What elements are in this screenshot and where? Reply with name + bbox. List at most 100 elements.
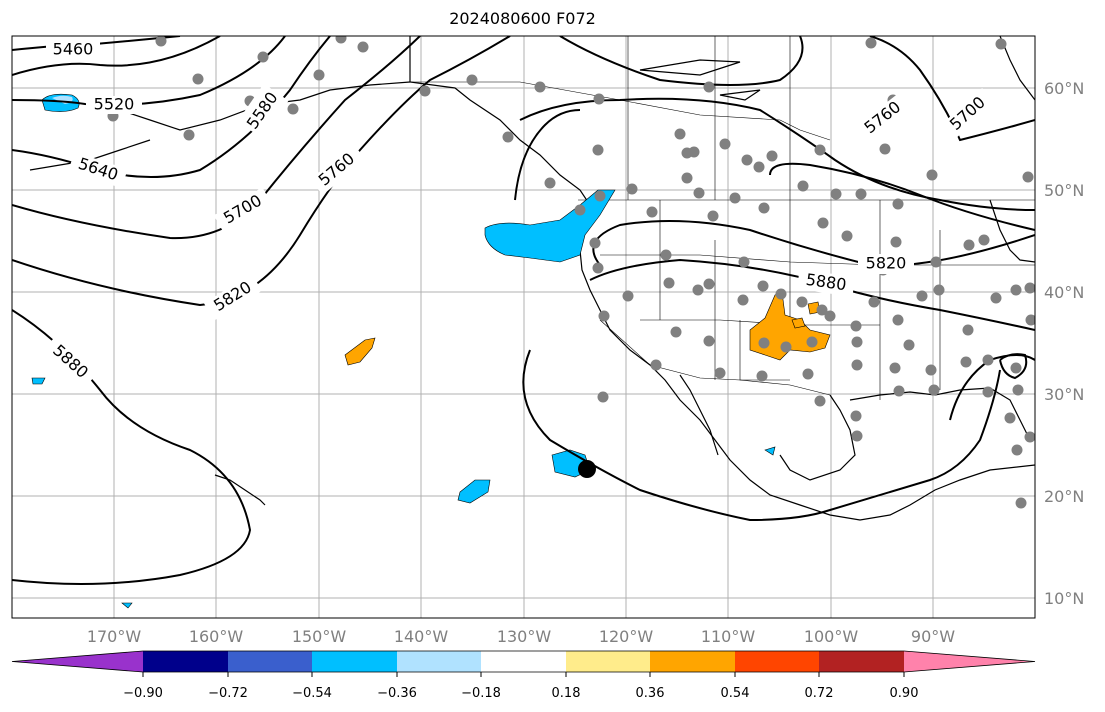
station-dot [930,256,942,268]
station-dot [703,335,715,347]
station-dot [903,339,915,351]
station-dot [925,364,937,376]
station-dot [1024,282,1035,294]
station-dot [692,284,704,296]
station-dot [865,37,877,49]
station-dot [962,324,974,336]
station-dot [960,356,972,368]
lon-label: 120°W [599,627,654,646]
station-dot [155,36,167,47]
station-dot [646,206,658,218]
station-dot [850,320,862,332]
station-dot [1011,444,1023,456]
station-dot [892,198,904,210]
station-dot [589,237,601,249]
station-dot [594,190,606,202]
station-dot [879,143,891,155]
station-dot [674,128,686,140]
lon-label: 130°W [497,627,552,646]
station-dot [1010,362,1022,374]
station-dot [766,150,778,162]
station-dot [850,410,862,422]
map-title: 2024080600 F072 [449,9,596,28]
colorbar-swatch [143,651,228,672]
station-dot [780,341,792,353]
station-dot [729,192,741,204]
colorbar-tick-label: −0.72 [208,686,248,701]
station-dot [663,277,675,289]
station-dot [802,368,814,380]
station-dot [851,359,863,371]
lat-label: 60°N [1044,79,1084,98]
station-dot [719,138,731,150]
colorbar-swatch [481,651,566,672]
station-dot [892,314,904,326]
lat-label: 10°N [1044,589,1084,608]
latitude-labels: 60°N 50°N 40°N 30°N 20°N 10°N [1044,79,1084,608]
contour-label: 5460 [53,40,94,59]
station-dot [851,430,863,442]
station-dot [598,310,610,322]
station-dot [890,236,902,248]
station-dot [419,85,431,97]
station-dot [758,202,770,214]
station-dot [574,204,586,216]
station-dot [1004,412,1016,424]
station-dot [741,154,753,166]
map-frame [11,35,1036,619]
station-dot [688,146,700,158]
station-dot [851,336,863,348]
colorbar-swatch [566,651,650,672]
station-dot [868,296,880,308]
station-dot [714,367,726,379]
station-dot [796,296,808,308]
station-dot [806,336,818,348]
station-dot [814,144,826,156]
station-dot [753,161,765,173]
station-dot [502,131,514,143]
station-dot [933,284,945,296]
colorbar-swatch [819,651,904,672]
lon-label: 110°W [701,627,756,646]
station-dot [681,172,693,184]
station-dot [670,326,682,338]
station-dot [592,144,604,156]
station-dot [817,217,829,229]
station-dot [990,292,1002,304]
lat-label: 30°N [1044,385,1084,404]
station-dot [592,262,604,274]
station-dot [626,183,638,195]
station-dot [928,384,940,396]
station-dot [737,294,749,306]
station-dot [707,210,719,222]
station-dot [926,169,938,181]
colorbar-tick-label: −0.18 [461,686,501,701]
station-dot [1024,431,1035,443]
station-dot [841,230,853,242]
station-dot [335,36,347,44]
station-dot [995,38,1007,50]
station-dot [534,81,546,93]
colorbar-swatch [904,651,1035,672]
station-dot [830,188,842,200]
lon-label: 100°W [804,627,859,646]
colorbar-swatch [650,651,735,672]
station-dot [466,74,478,86]
station-dot [816,304,828,316]
colorbar [11,650,1036,677]
colorbar-tick-label: 0.90 [890,686,919,701]
station-dot [916,290,928,302]
station-dot [1010,284,1022,296]
colorbar-tick-label: 0.18 [552,686,581,701]
station-dot [1012,384,1024,396]
lon-label: 160°W [189,627,244,646]
colorbar-tick-label: −0.90 [123,686,163,701]
station-dot [593,93,605,105]
station-dot [855,188,867,200]
lat-label: 20°N [1044,487,1084,506]
colorbar-swatch [312,651,397,672]
colorbar-tick-label: −0.54 [292,686,332,701]
station-dot [693,187,705,199]
graticule [12,36,1035,618]
